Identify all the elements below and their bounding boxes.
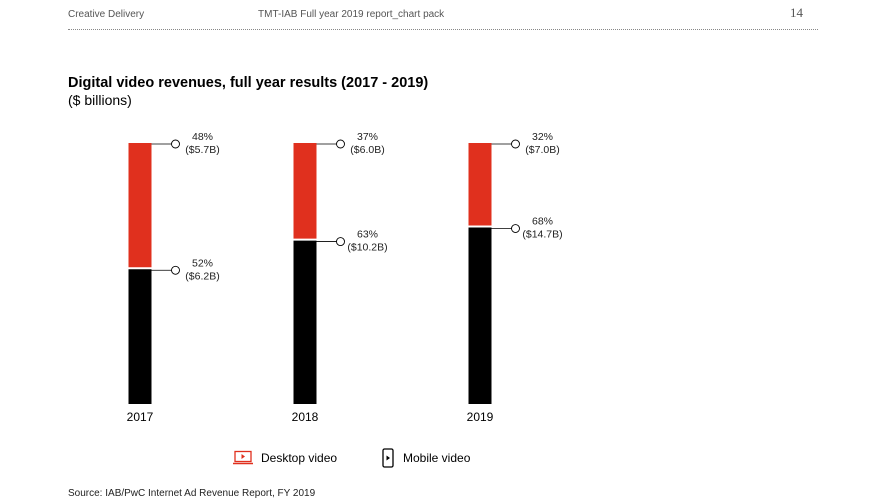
legend-item-desktop: Desktop video — [233, 448, 337, 468]
page-number: 14 — [790, 5, 803, 20]
bar-mobile-2018 — [293, 239, 317, 404]
data-label-value-desktop-2019: ($7.0B) — [525, 144, 559, 156]
x-tick-label-2017: 2017 — [127, 410, 154, 424]
desktop-video-icon — [233, 450, 253, 465]
header-section-label: Creative Delivery — [68, 9, 145, 20]
x-tick-label-2019: 2019 — [467, 410, 494, 424]
legend-label-mobile: Mobile video — [403, 451, 471, 465]
data-label-pct-desktop-2018: 37% — [357, 131, 378, 143]
header-divider — [68, 29, 818, 30]
header-report-title: TMT-IAB Full year 2019 report_chart pack — [258, 9, 445, 20]
callout-marker-desktop-2017 — [171, 139, 180, 149]
legend-label-desktop: Desktop video — [261, 451, 338, 465]
bar-desktop-2017 — [128, 143, 152, 269]
bar-desktop-2018 — [293, 143, 317, 240]
callout-marker-mobile-2017 — [171, 265, 180, 275]
data-label-pct-mobile-2017: 52% — [192, 257, 213, 269]
data-label-pct-desktop-2017: 48% — [192, 131, 213, 143]
data-label-pct-desktop-2019: 32% — [532, 131, 553, 143]
mobile-video-icon — [382, 448, 394, 468]
data-label-value-desktop-2017: ($5.7B) — [185, 144, 219, 156]
callout-marker-desktop-2018 — [336, 139, 345, 149]
callout-marker-mobile-2019 — [511, 224, 520, 233]
data-label-value-mobile-2019: ($14.7B) — [522, 229, 562, 241]
data-label-pct-mobile-2019: 68% — [532, 216, 553, 228]
x-tick-label-2018: 2018 — [292, 410, 319, 424]
bar-mobile-2017 — [128, 268, 152, 404]
data-label-value-mobile-2017: ($6.2B) — [185, 270, 219, 282]
bar-mobile-2019 — [468, 226, 492, 404]
bar-desktop-2019 — [468, 143, 492, 227]
chart-title: Digital video revenues, full year result… — [68, 75, 429, 91]
source-note: Source: IAB/PwC Internet Ad Revenue Repo… — [68, 488, 316, 499]
callout-marker-desktop-2019 — [511, 139, 520, 149]
legend-item-mobile: Mobile video — [381, 448, 470, 468]
callout-marker-mobile-2018 — [336, 237, 345, 247]
data-label-value-mobile-2018: ($10.2B) — [347, 242, 387, 254]
chart-subtitle: ($ billions) — [68, 92, 132, 108]
data-label-pct-mobile-2018: 63% — [357, 229, 378, 241]
data-label-value-desktop-2018: ($6.0B) — [350, 144, 384, 156]
stacked-bar-chart: 2017 48%($5.7B) 52%($6.2B) 2018 37%($6.0B) 63… — [127, 131, 563, 424]
